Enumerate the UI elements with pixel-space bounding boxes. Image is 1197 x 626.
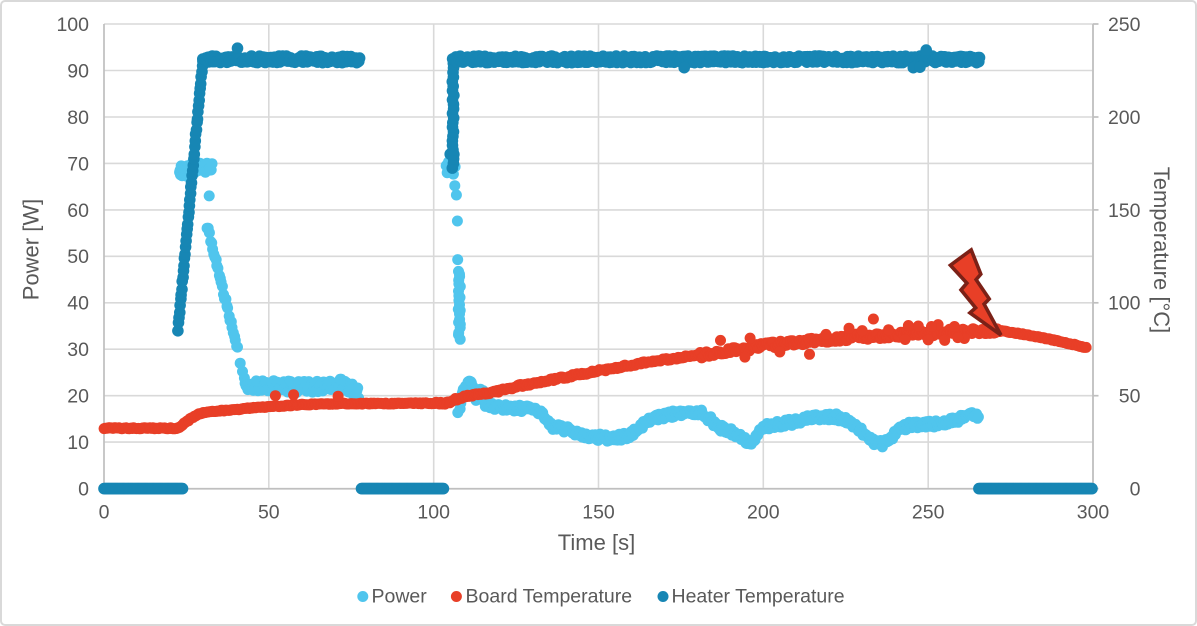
svg-text:80: 80 bbox=[67, 107, 89, 129]
svg-text:70: 70 bbox=[67, 153, 89, 175]
svg-text:300: 300 bbox=[1077, 502, 1110, 524]
svg-text:20: 20 bbox=[67, 386, 89, 408]
svg-text:200: 200 bbox=[747, 502, 780, 524]
svg-text:Temperature [°C]: Temperature [°C] bbox=[1149, 167, 1174, 334]
svg-text:100: 100 bbox=[1108, 293, 1141, 315]
svg-text:100: 100 bbox=[417, 502, 450, 524]
svg-text:250: 250 bbox=[1108, 14, 1141, 36]
svg-text:150: 150 bbox=[1108, 200, 1141, 222]
svg-text:0: 0 bbox=[99, 502, 110, 524]
svg-text:Board Temperature: Board Temperature bbox=[466, 586, 633, 608]
svg-text:Power: Power bbox=[372, 586, 428, 608]
svg-text:50: 50 bbox=[258, 502, 280, 524]
svg-text:30: 30 bbox=[67, 339, 89, 361]
svg-text:90: 90 bbox=[67, 60, 89, 82]
svg-text:50: 50 bbox=[1119, 386, 1141, 408]
svg-text:250: 250 bbox=[912, 502, 945, 524]
svg-text:Time [s]: Time [s] bbox=[558, 530, 635, 555]
svg-text:Heater Temperature: Heater Temperature bbox=[672, 586, 845, 608]
svg-text:0: 0 bbox=[1130, 479, 1141, 501]
svg-text:60: 60 bbox=[67, 200, 89, 222]
svg-text:0: 0 bbox=[78, 479, 89, 501]
svg-text:50: 50 bbox=[67, 246, 89, 268]
svg-text:200: 200 bbox=[1108, 107, 1141, 129]
svg-text:10: 10 bbox=[67, 432, 89, 454]
svg-text:100: 100 bbox=[56, 14, 89, 36]
svg-text:Power [W]: Power [W] bbox=[19, 199, 44, 300]
svg-text:40: 40 bbox=[67, 293, 89, 315]
svg-text:150: 150 bbox=[582, 502, 615, 524]
